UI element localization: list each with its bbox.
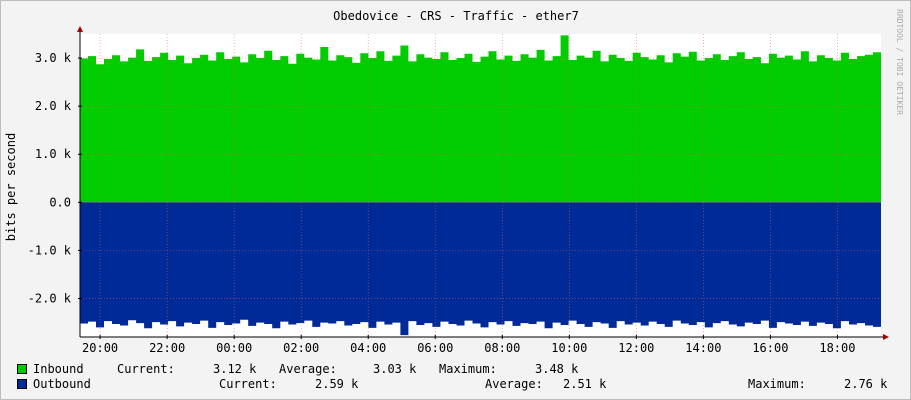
y-tick-label: 3.0 k — [35, 51, 72, 65]
y-tick-label: 1.0 k — [35, 147, 72, 161]
axis-layer — [77, 26, 889, 340]
series-inbound-area — [80, 35, 881, 203]
outbound-average-value: 2.51 k — [563, 377, 607, 391]
inbound-average-label: Average: — [279, 362, 337, 376]
x-tick-label: 14:00 — [685, 341, 721, 355]
outbound-maximum-label: Maximum: — [748, 377, 806, 391]
x-axis-arrow — [883, 334, 889, 340]
inbound-average-value: 3.03 k — [373, 362, 417, 376]
legend-row-outbound: Outbound Current: 2.59 k Average: 2.51 k… — [17, 377, 897, 391]
y-tick-label: -2.0 k — [28, 292, 72, 306]
x-tick-label: 00:00 — [216, 341, 252, 355]
y-tick-label: -1.0 k — [28, 243, 72, 257]
y-axis-label: bits per second — [4, 133, 18, 241]
inbound-current-value: 3.12 k — [213, 362, 257, 376]
outbound-average-label: Average: — [485, 377, 543, 391]
y-tick-label: 2.0 k — [35, 99, 72, 113]
x-tick-label: 06:00 — [417, 341, 453, 355]
x-tick-label: 16:00 — [752, 341, 788, 355]
inbound-name: Inbound — [33, 362, 84, 376]
chart-title: Obedovice - CRS - Traffic - ether7 — [333, 9, 579, 23]
outbound-name: Outbound — [33, 377, 91, 391]
x-tick-label: 04:00 — [350, 341, 386, 355]
outbound-current-label: Current: — [219, 377, 277, 391]
tick-labels: 3.0 k 2.0 k 1.0 k 0.0 -1.0 k -2.0 k 20:00 22:00… — [28, 51, 856, 355]
inbound-swatch — [17, 364, 27, 374]
outbound-maximum-value: 2.76 k — [844, 377, 888, 391]
inbound-maximum-value: 3.48 k — [535, 362, 579, 376]
x-tick-label: 10:00 — [551, 341, 587, 355]
legend-row-inbound: Inbound Current: 3.12 k Average: 3.03 k … — [17, 362, 897, 376]
x-tick-label: 02:00 — [283, 341, 319, 355]
inbound-maximum-label: Maximum: — [439, 362, 497, 376]
rrdtool-watermark: RRDTOOL / TOBI OETIKER — [895, 9, 904, 115]
grid-layer — [80, 34, 881, 337]
inbound-current-label: Current: — [117, 362, 175, 376]
y-tick-label: 0.0 — [49, 195, 71, 209]
x-tick-label: 18:00 — [819, 341, 855, 355]
outbound-current-value: 2.59 k — [315, 377, 359, 391]
x-tick-label: 22:00 — [149, 341, 185, 355]
x-tick-label: 08:00 — [484, 341, 520, 355]
x-tick-label: 20:00 — [82, 341, 118, 355]
x-tick-label: 12:00 — [618, 341, 654, 355]
series-outbound-area — [80, 202, 881, 336]
y-axis-arrow — [77, 26, 83, 32]
outbound-swatch — [17, 379, 27, 389]
series-layer — [80, 35, 881, 336]
